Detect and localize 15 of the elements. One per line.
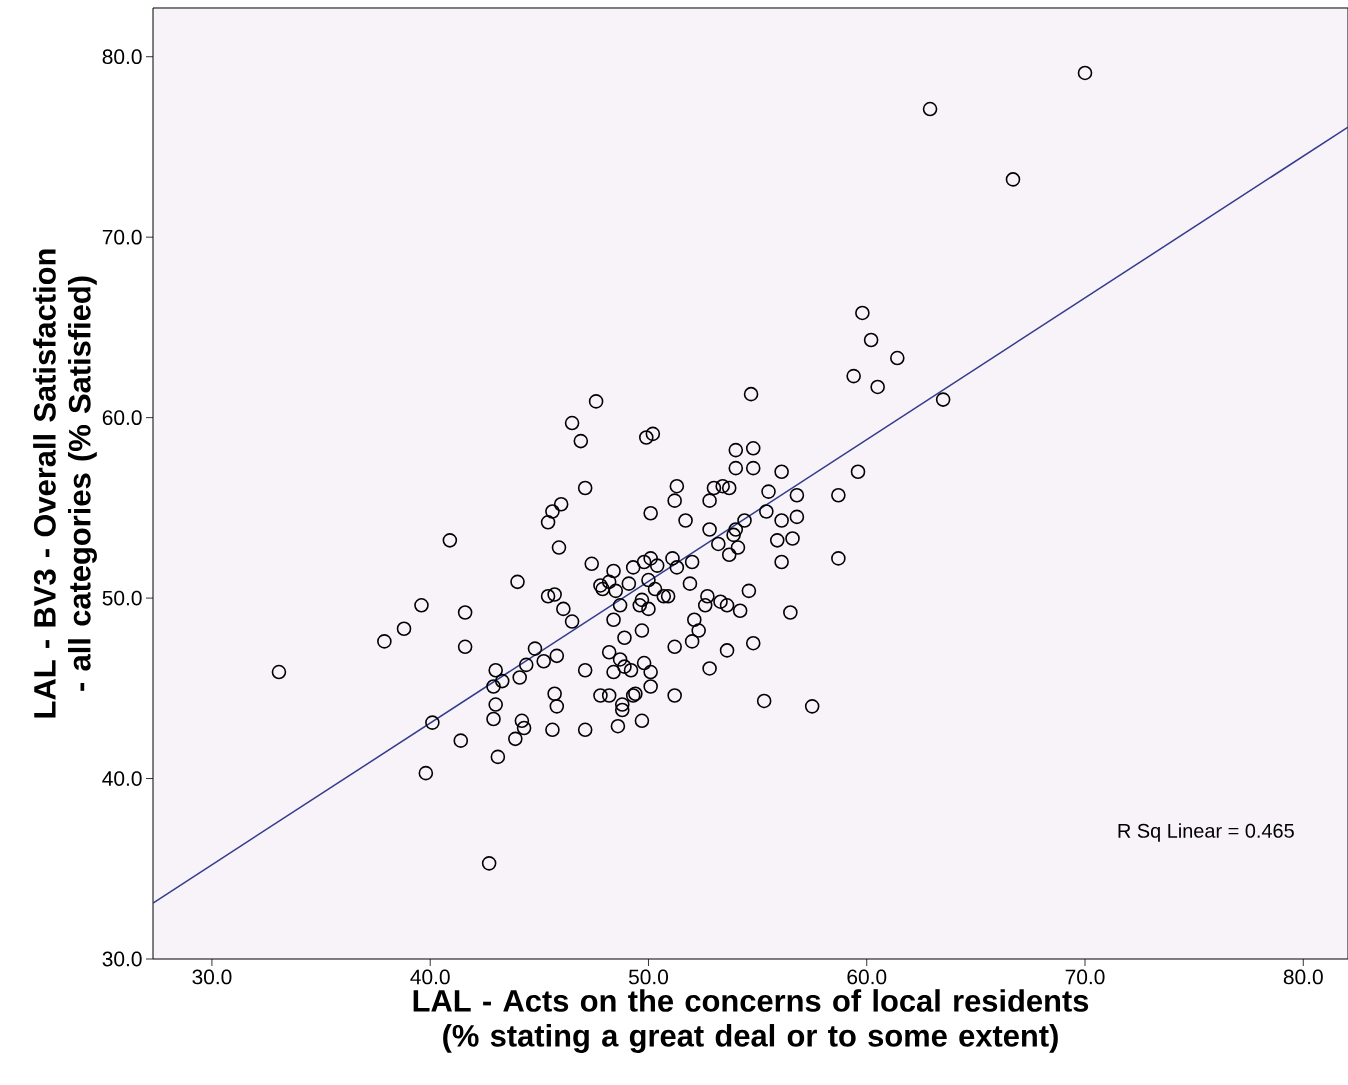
x-tick-label: 80.0 bbox=[1283, 969, 1323, 985]
y-tick-label: 80.0 bbox=[102, 49, 142, 65]
y-axis-title: LAL - BV3 - Overall Satisfaction - all categories (% Satisfied) bbox=[33, 249, 97, 718]
y-tick-label: 50.0 bbox=[102, 590, 142, 606]
x-tick-label: 70.0 bbox=[1065, 969, 1105, 985]
y-tick-label: 40.0 bbox=[102, 771, 142, 786]
x-tick-label: 40.0 bbox=[410, 969, 450, 985]
x-tick-label: 50.0 bbox=[628, 969, 669, 985]
annotation: R Sq Linear = 0.465 bbox=[1118, 823, 1294, 842]
x-axis-title: LAL - Acts on the concerns of local residents (% stating a great deal or to some extent) bbox=[413, 989, 1089, 1053]
y-tick-label: 70.0 bbox=[102, 229, 142, 245]
x-tick-label: 60.0 bbox=[847, 969, 887, 985]
y-tick-label: 60.0 bbox=[102, 410, 142, 426]
x-tick-label: 30.0 bbox=[192, 969, 232, 985]
y-tick-label: 30.0 bbox=[102, 951, 142, 967]
